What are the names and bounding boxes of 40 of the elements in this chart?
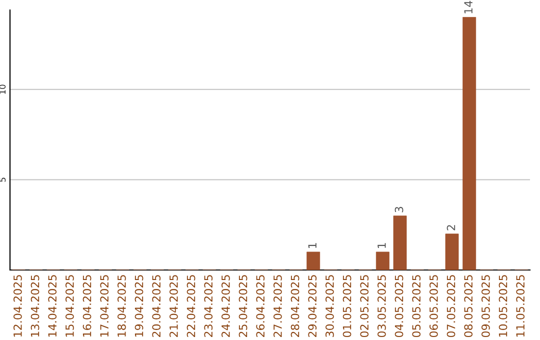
data-label: 3: [394, 206, 404, 212]
bar: [376, 252, 390, 270]
x-tick-label: 29.04.2025: [308, 275, 317, 337]
x-tick-label: 24.04.2025: [221, 275, 230, 337]
bar: [306, 252, 320, 270]
x-tick-label: 22.04.2025: [186, 275, 196, 337]
x-tick-label: 28.04.2025: [290, 275, 300, 337]
bar: [462, 17, 476, 270]
x-tick-label: 14.04.2025: [48, 275, 57, 337]
x-tick-label: 26.04.2025: [256, 275, 265, 337]
x-tick-label: 21.04.2025: [169, 275, 178, 337]
bar: [445, 234, 459, 270]
x-tick-label: 19.04.2025: [134, 275, 144, 337]
data-label: 1: [378, 243, 386, 248]
x-tick-label: 01.05.2025: [342, 275, 352, 338]
x-tick-label: 12.04.2025: [13, 275, 22, 337]
data-label: 2: [446, 225, 456, 230]
x-tick-label: 07.05.2025: [446, 275, 456, 338]
x-tick-label: 11.05.2025: [516, 275, 525, 337]
x-tick-label: 04.05.2025: [394, 275, 404, 338]
x-tick-label: 02.05.2025: [360, 275, 369, 338]
x-tick-label: 30.04.2025: [325, 275, 334, 337]
x-tick-label: 23.04.2025: [204, 275, 213, 337]
x-tick-label: 18.04.2025: [117, 275, 126, 337]
x-tick-label: 09.05.2025: [481, 275, 490, 338]
x-tick-label: 27.04.2025: [273, 275, 282, 337]
x-tick-label: 03.05.2025: [377, 275, 386, 338]
x-tick-label: 06.05.2025: [429, 275, 438, 338]
bar: [393, 216, 407, 270]
data-label: 14: [464, 0, 472, 14]
x-tick-label: 17.04.2025: [100, 275, 109, 337]
x-tick-label: 05.05.2025: [412, 275, 421, 338]
x-tick-label: 13.04.2025: [30, 275, 40, 337]
x-tick-label: 15.04.2025: [65, 275, 74, 337]
x-tick-label: 08.05.2025: [464, 275, 473, 338]
x-tick-label: 10.05.2025: [498, 275, 508, 337]
data-label: 1: [308, 243, 316, 248]
x-tick-label: 16.04.2025: [82, 275, 92, 337]
x-tick-label: 20.04.2025: [152, 275, 161, 337]
x-tick-label: 25.04.2025: [238, 275, 248, 337]
